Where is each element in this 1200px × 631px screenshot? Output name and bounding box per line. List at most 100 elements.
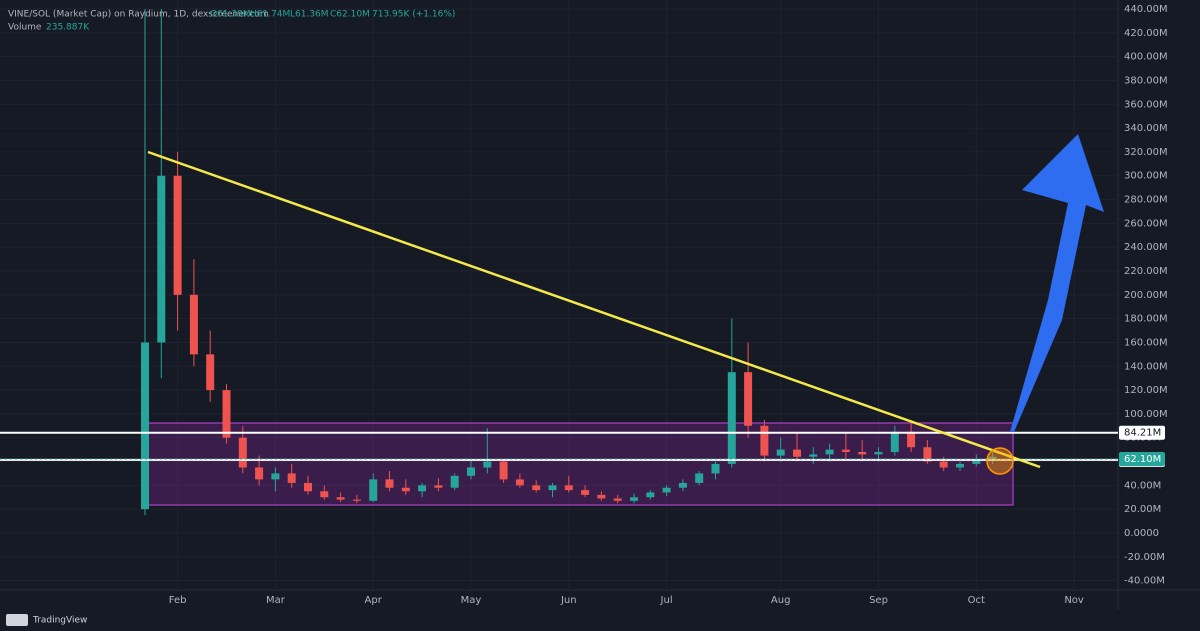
candle-body: [450, 475, 459, 488]
ohlc-low: L61.36M: [290, 10, 329, 20]
y-tick-label: 160.00M: [1124, 337, 1168, 348]
candle-body: [401, 487, 410, 492]
highlight-circle: [986, 447, 1014, 475]
candle-body: [548, 485, 557, 491]
y-tick-label: 280.00M: [1124, 195, 1168, 206]
y-tick-label: 240.00M: [1124, 242, 1168, 253]
candle-body: [956, 463, 964, 468]
candle-body: [352, 499, 361, 501]
candles: [141, 9, 1013, 516]
ohlc-close: C62.10M: [330, 10, 370, 20]
y-tick-label: 420.00M: [1124, 28, 1168, 39]
y-tick-label: -40.00M: [1124, 576, 1165, 587]
candle-body: [841, 449, 850, 452]
candle-body: [238, 437, 247, 468]
y-tick-label: 400.00M: [1124, 52, 1168, 63]
x-tick-label: Mar: [266, 595, 286, 606]
y-tick-label: -20.00M: [1124, 552, 1165, 563]
ohlc-high: H61.74M: [250, 10, 290, 20]
x-tick-label: Nov: [1064, 595, 1084, 606]
candle-body: [467, 467, 475, 476]
candle-body: [776, 449, 785, 456]
candle-body: [923, 447, 932, 462]
y-tick-label: 0.0000: [1124, 528, 1159, 539]
candle-body: [434, 485, 443, 488]
x-tick-label: Aug: [771, 595, 791, 606]
level-label: 84.21M: [1124, 428, 1161, 439]
y-tick-label: 440.00M: [1124, 4, 1168, 15]
y-tick-label: 140.00M: [1124, 361, 1168, 372]
up-arrow: [1010, 134, 1104, 432]
candle-body: [678, 482, 687, 488]
candle-body: [695, 473, 704, 483]
candle-body: [939, 461, 948, 468]
candle-body: [532, 485, 541, 491]
x-tick-label: Jun: [560, 595, 577, 606]
candle-body: [613, 498, 622, 501]
candle-body: [369, 479, 378, 501]
candle-body: [483, 461, 492, 468]
candle-body: [206, 354, 215, 391]
candle-body: [646, 492, 655, 498]
last-price-tag: [1119, 452, 1165, 467]
candle-body: [760, 425, 769, 456]
y-tick-label: 20.00M: [1124, 504, 1161, 515]
y-tick-label: 340.00M: [1124, 123, 1168, 134]
candle-body: [662, 487, 671, 493]
candle-body: [630, 497, 638, 501]
range-box: [147, 422, 1014, 506]
ohlc-open: O61.39M: [210, 10, 251, 20]
grid: [0, 0, 1118, 590]
candle-body: [972, 459, 981, 464]
candle-body: [141, 342, 149, 510]
candle-body: [907, 431, 916, 448]
candle-body: [336, 497, 345, 500]
y-tick-label: 360.00M: [1124, 99, 1168, 110]
y-tick-label: 180.00M: [1124, 314, 1168, 325]
x-tick-label: Jul: [660, 595, 673, 606]
y-tick-label: 320.00M: [1124, 147, 1168, 158]
levels: [0, 431, 1118, 461]
candle-body: [320, 491, 329, 498]
y-tick-label: 260.00M: [1124, 218, 1168, 229]
candle-body: [744, 372, 753, 426]
candle-body: [287, 473, 296, 483]
candle-body: [581, 490, 590, 495]
y-tick-label: 40.00M: [1124, 480, 1161, 491]
candle-body: [597, 494, 606, 499]
trendline: [147, 150, 1041, 469]
candle-body: [255, 467, 264, 480]
logo-icon: [6, 614, 28, 626]
candle-body: [564, 485, 573, 491]
candle-body: [727, 372, 736, 464]
candle-body: [874, 451, 883, 455]
volume-label: Volume: [8, 23, 42, 33]
candle-body: [189, 294, 198, 355]
candle-body: [858, 451, 867, 455]
y-tick-label: 380.00M: [1124, 75, 1168, 86]
candle-body: [809, 454, 818, 457]
candle-body: [304, 482, 312, 492]
level-tag: [1119, 425, 1165, 440]
y-tick-label: 120.00M: [1124, 385, 1168, 396]
y-tick-label: 300.00M: [1124, 171, 1168, 182]
candle-body: [711, 463, 720, 474]
candle-body: [988, 456, 997, 460]
volume-value: 235.887K: [46, 23, 90, 33]
y-tick-label: 100.00M: [1124, 409, 1168, 420]
x-tick-label: Oct: [968, 595, 985, 606]
y-tick-label: 200.00M: [1124, 290, 1168, 301]
x-tick-label: Feb: [169, 595, 187, 606]
candle-body: [173, 175, 182, 295]
x-tick-label: Apr: [365, 595, 383, 606]
candle-body: [890, 431, 899, 452]
candle-body: [499, 461, 508, 480]
candle-body: [515, 479, 524, 486]
candle-body: [271, 473, 280, 480]
candle-body: [793, 449, 801, 457]
y-tick-label: 220.00M: [1124, 266, 1168, 277]
ohlc-change: 713.95K (+1.16%): [372, 10, 455, 20]
